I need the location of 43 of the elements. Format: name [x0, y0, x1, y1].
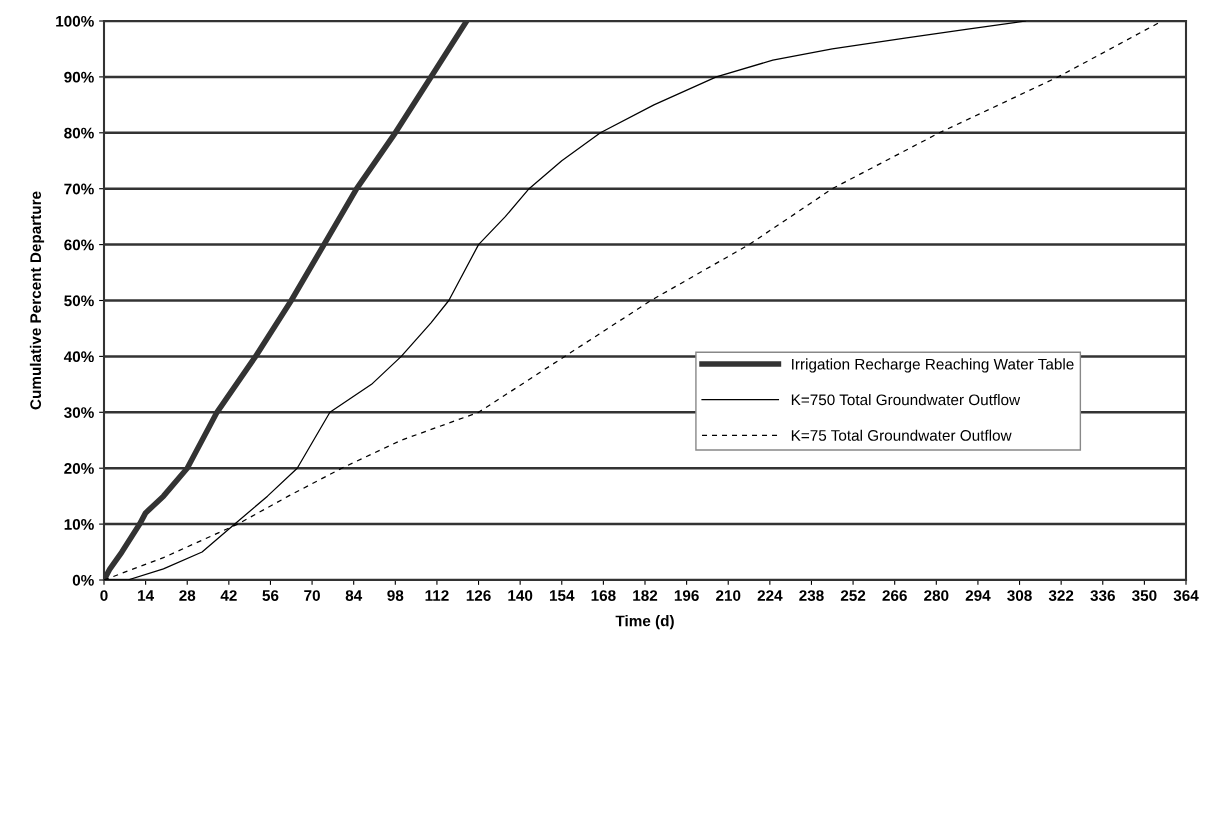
x-tick-label: 294	[965, 590, 991, 601]
y-tick-label: 40%	[63, 351, 94, 363]
y-axis-title: Cumulative Percent Departure	[29, 191, 45, 410]
y-tick-label: 20%	[64, 463, 94, 474]
x-tick-label: 210	[716, 590, 741, 601]
x-tick-label: 308	[1007, 590, 1032, 601]
x-tick-label: 196	[674, 590, 699, 601]
x-tick-label: 238	[799, 590, 824, 601]
y-tick-label: 0%	[72, 574, 94, 586]
x-axis-title: Time (d)	[615, 615, 674, 630]
x-tick-label: 266	[882, 590, 907, 601]
y-tick-label: 90%	[64, 71, 94, 83]
x-tick-label: 84	[345, 590, 363, 601]
x-tick-label: 322	[1048, 590, 1074, 601]
x-tick-label: 42	[220, 590, 237, 601]
x-tick-label: 154	[549, 590, 575, 601]
x-tick-label: 28	[179, 590, 196, 601]
y-tick-label: 50%	[64, 295, 94, 307]
x-tick-label: 350	[1131, 590, 1157, 601]
x-tick-label: 182	[633, 590, 658, 601]
y-tick-label: 30%	[64, 407, 94, 419]
x-tick-label: 336	[1090, 590, 1115, 601]
legend-label: K=75 Total Groundwater Outflow	[791, 429, 1012, 441]
x-tick-label: 98	[387, 590, 404, 601]
x-tick-label: 224	[757, 590, 783, 601]
x-tick-label: 140	[508, 590, 533, 601]
x-tick-label: 70	[304, 590, 320, 601]
y-tick-label: 60%	[64, 239, 94, 251]
x-tick-label: 126	[466, 590, 491, 601]
y-tick-label: 10%	[64, 518, 94, 530]
y-tick-label: 70%	[64, 183, 94, 195]
y-tick-label: 80%	[64, 127, 94, 139]
x-tick-label: 56	[262, 590, 279, 601]
y-tick-label: 100%	[56, 15, 94, 27]
x-tick-label: 168	[591, 590, 616, 601]
x-tick-label: 252	[840, 590, 866, 601]
x-tick-label: 280	[924, 590, 949, 601]
x-tick-label: 14	[138, 590, 155, 601]
x-tick-label: 364	[1173, 590, 1199, 601]
legend-label: Irrigation Recharge Reaching Water Table	[792, 358, 1074, 373]
legend-label: K=750 Total Groundwater Outflow	[791, 394, 1021, 406]
x-tick-label: 0	[100, 590, 108, 601]
x-tick-label: 112	[425, 590, 449, 601]
